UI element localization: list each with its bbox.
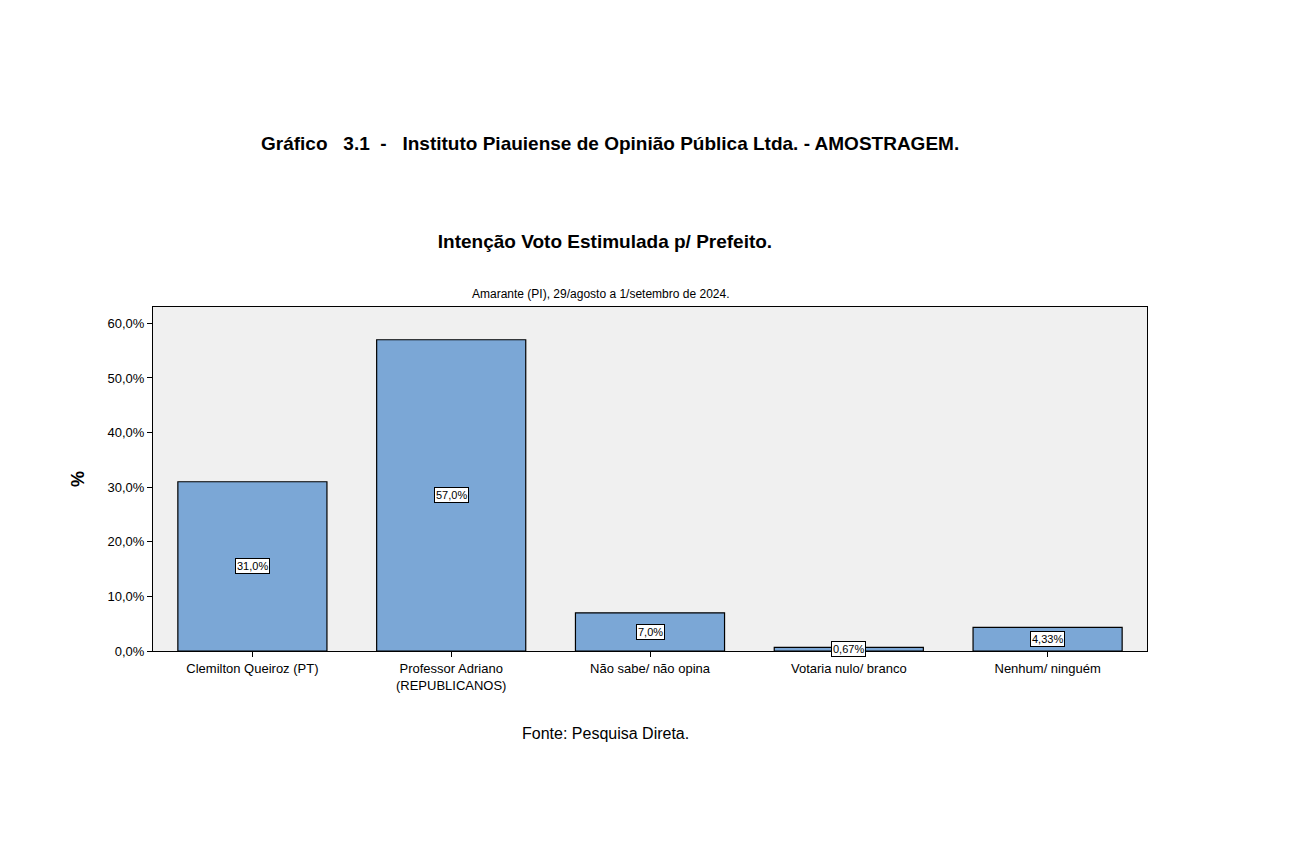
svg-text:31,0%: 31,0% <box>237 560 268 572</box>
svg-text:50,0%: 50,0% <box>108 371 145 386</box>
svg-text:Intenção Voto Estimulada p/ Pr: Intenção Voto Estimulada p/ Prefeito. <box>438 231 772 252</box>
svg-text:Amarante (PI), 29/agosto a 1/s: Amarante (PI), 29/agosto a 1/setembro de… <box>472 287 729 301</box>
svg-text:57,0%: 57,0% <box>436 489 467 501</box>
svg-text:Nenhum/ ninguém: Nenhum/ ninguém <box>994 661 1100 676</box>
svg-text:7,0%: 7,0% <box>638 626 663 638</box>
svg-text:Votaria nulo/ branco: Votaria nulo/ branco <box>791 661 907 676</box>
svg-text:20,0%: 20,0% <box>108 534 145 549</box>
svg-text:Clemilton Queiroz (PT): Clemilton Queiroz (PT) <box>186 661 318 676</box>
svg-text:%: % <box>68 471 88 487</box>
svg-text:40,0%: 40,0% <box>108 425 145 440</box>
svg-text:0,67%: 0,67% <box>833 643 864 655</box>
svg-text:10,0%: 10,0% <box>108 589 145 604</box>
svg-text:Fonte: Pesquisa Direta.: Fonte: Pesquisa Direta. <box>522 725 689 742</box>
svg-text:30,0%: 30,0% <box>108 480 145 495</box>
svg-text:Não sabe/ não opina: Não sabe/ não opina <box>590 661 711 676</box>
svg-text:0,0%: 0,0% <box>115 644 145 659</box>
svg-text:4,33%: 4,33% <box>1032 633 1063 645</box>
svg-text:Gráfico 3.1 - Instituto P: Gráfico 3.1 - Instituto Piauiense de Opi… <box>261 133 959 154</box>
svg-text:Professor Adriano(REPUBLICANOS: Professor Adriano(REPUBLICANOS) <box>396 661 507 693</box>
svg-text:60,0%: 60,0% <box>108 316 145 331</box>
